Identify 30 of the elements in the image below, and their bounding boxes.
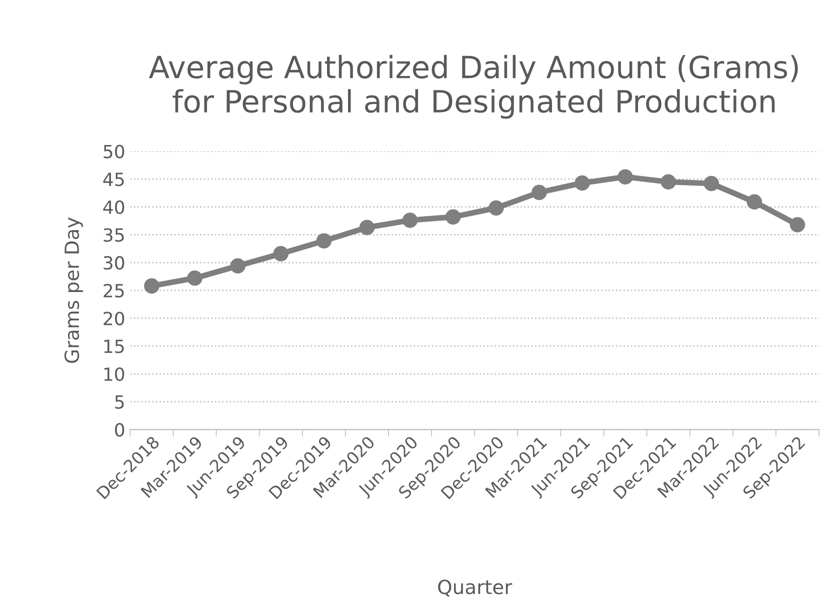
y-tick-label: 15 [104,340,124,354]
point [445,209,461,225]
x-axis-title: Quarter [438,580,512,597]
point [359,220,375,236]
point [187,270,202,286]
point [704,176,720,192]
y-tick-label: 0 [115,423,124,437]
point [273,246,289,262]
point [790,217,806,232]
y-tick-label: 40 [103,200,124,214]
point [574,175,590,191]
y-axis-title: Grams per Day [64,217,83,363]
y-tick-label: 50 [104,144,124,158]
point [230,258,246,274]
y-tick-label: 5 [115,395,124,409]
y-tick-label: 30 [104,256,124,270]
point [618,169,633,184]
point [144,278,160,294]
y-tick-label: 10 [104,367,124,382]
y-tick-label: 45 [103,172,124,186]
y-tick-label: 35 [104,228,124,242]
y-tick-label: 25 [104,284,124,298]
point [746,194,762,210]
point [402,212,418,228]
point [532,184,547,200]
point [316,233,332,248]
point [488,200,504,216]
chart-title: Average Authorized Daily Amount (Grams) for Personal and Designated Production [148,54,798,119]
y-tick-label: 20 [104,312,124,326]
point [660,174,676,190]
